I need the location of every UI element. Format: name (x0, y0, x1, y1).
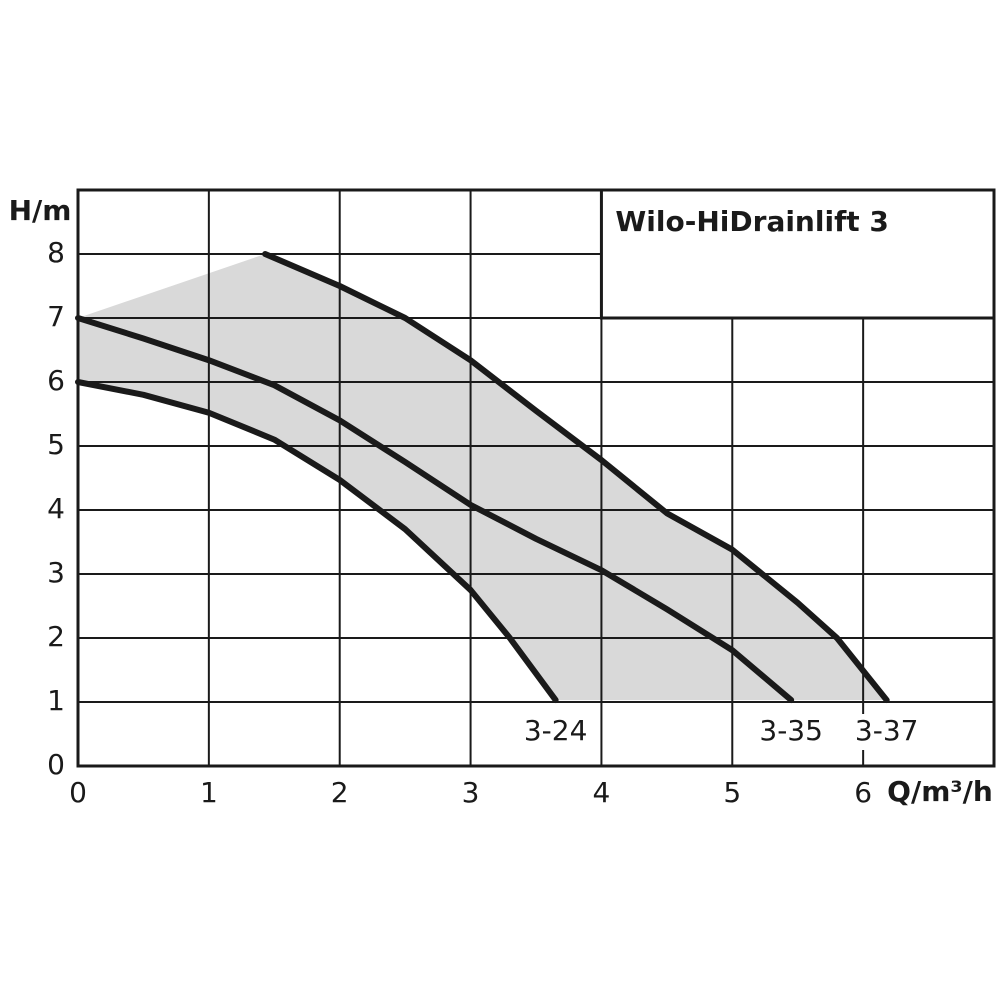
y-tick-label: 4 (47, 492, 65, 525)
plot-frame (76, 188, 996, 768)
title-box (599, 188, 996, 320)
x-tick-label: 6 (854, 776, 872, 809)
y-tick-label: 3 (47, 556, 65, 589)
x-tick-label: 2 (331, 776, 349, 809)
y-tick-label: 6 (47, 364, 65, 397)
y-tick-label: 8 (47, 236, 65, 269)
pump-curve (75, 315, 795, 704)
label-bg (749, 714, 834, 750)
y-tick-label: 2 (47, 620, 65, 653)
chart-title: Wilo-HiDrainlift 3 (615, 205, 888, 238)
y-tick-label: 0 (47, 748, 65, 781)
x-tick-label: 1 (200, 776, 218, 809)
y-tick-label: 7 (47, 300, 65, 333)
pump-curve (75, 379, 559, 704)
x-tick-label: 4 (593, 776, 611, 809)
series-label: 3-37 (855, 714, 919, 747)
series-label: 3-35 (759, 714, 823, 747)
y-axis-label: H/m (9, 194, 72, 227)
x-tick-label: 5 (723, 776, 741, 809)
y-tick-label: 5 (47, 428, 65, 461)
label-bg (844, 714, 929, 750)
x-axis-label: Q/m³/h (887, 775, 993, 808)
y-tick-label: 1 (47, 684, 65, 717)
label-bg (513, 714, 598, 750)
x-tick-label: 3 (462, 776, 480, 809)
operating-area (78, 254, 887, 701)
series-label: 3-24 (524, 714, 588, 747)
x-tick-label: 0 (69, 776, 87, 809)
pump-curve (262, 251, 890, 704)
